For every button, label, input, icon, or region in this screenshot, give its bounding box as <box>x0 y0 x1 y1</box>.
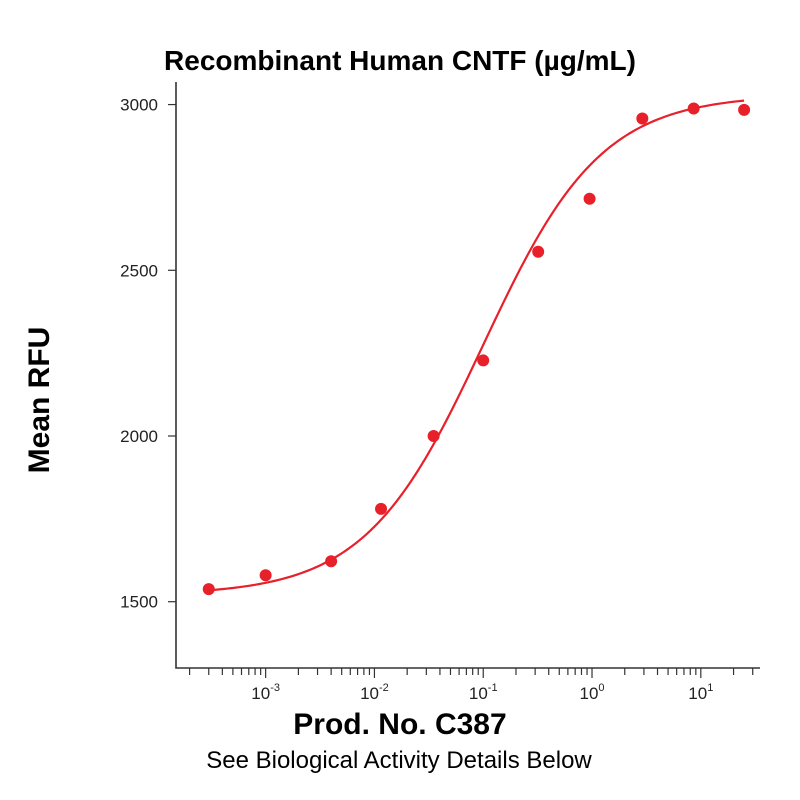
y-tick-label: 2500 <box>120 261 158 280</box>
y-axis-label: Mean RFU <box>23 327 56 474</box>
data-point <box>477 354 490 367</box>
data-point <box>375 502 388 515</box>
data-point <box>325 555 338 568</box>
data-point <box>636 112 649 125</box>
x-tick-label: 10-3 <box>251 682 280 703</box>
y-tick-label: 1500 <box>120 593 158 612</box>
data-point <box>259 569 272 582</box>
axes: 1500 2000 2500 3000 10-3 10-2 10-1 100 101 <box>120 82 760 703</box>
x-axis-label: Prod. No. C387 <box>293 708 506 741</box>
x-tick-label: 10-1 <box>469 682 498 703</box>
x-tick-label: 101 <box>688 682 713 703</box>
chart-subtitle: See Biological Activity Details Below <box>206 747 592 774</box>
fit-curve <box>208 99 745 592</box>
data-point <box>202 583 215 596</box>
data-point <box>687 102 700 115</box>
data-points-layer <box>202 102 751 596</box>
x-tick-label: 100 <box>579 682 604 703</box>
x-tick-label: 10-2 <box>360 682 389 703</box>
chart-title: Recombinant Human CNTF (µg/mL) <box>164 45 636 76</box>
axis-lines <box>175 82 760 669</box>
data-point <box>583 192 596 205</box>
data-point <box>427 430 440 442</box>
y-tick-label: 3000 <box>120 96 158 115</box>
data-point <box>532 245 545 258</box>
y-tick-label: 2000 <box>120 427 158 446</box>
fit-curve-layer <box>208 99 745 592</box>
data-point <box>738 103 751 116</box>
